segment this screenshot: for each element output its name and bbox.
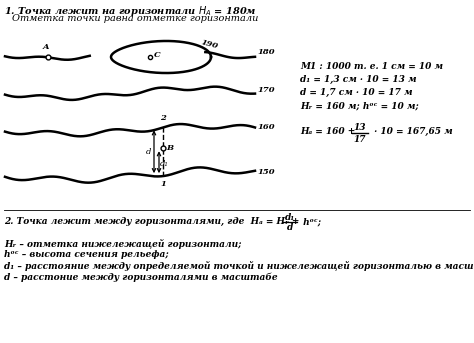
Text: A: A — [43, 43, 49, 51]
Text: М1 : 1000 т. е. 1 см = 10 м: М1 : 1000 т. е. 1 см = 10 м — [300, 62, 443, 71]
Text: B: B — [166, 144, 173, 152]
Text: Отметка точки равна отметке горизонтали: Отметка точки равна отметке горизонтали — [12, 14, 258, 23]
Text: 2: 2 — [160, 115, 166, 122]
Text: 190: 190 — [200, 38, 219, 50]
Text: d₁: d₁ — [160, 160, 169, 168]
Text: d: d — [287, 223, 293, 232]
Text: Hₐ = 160 +: Hₐ = 160 + — [300, 127, 358, 136]
Text: d – расстоние между горизонталями в масштабе: d – расстоние между горизонталями в масш… — [4, 272, 278, 282]
Text: Hᵣ = 160 м; hᵒᶜ = 10 м;: Hᵣ = 160 м; hᵒᶜ = 10 м; — [300, 101, 419, 110]
Text: d: d — [146, 148, 151, 156]
Text: d₁ – расстояние между определяемой точкой и нижележащей горизонталью в масштабе: d₁ – расстояние между определяемой точко… — [4, 261, 474, 271]
Text: · 10 = 167,65 м: · 10 = 167,65 м — [371, 127, 453, 136]
Text: C: C — [154, 51, 161, 59]
Text: d₁ = 1,3 см · 10 = 13 м: d₁ = 1,3 см · 10 = 13 м — [300, 75, 417, 84]
Text: 13: 13 — [354, 123, 366, 132]
Text: 2. Точка лежит между горизонталями, где  Hₐ = Hᵣ +: 2. Точка лежит между горизонталями, где … — [4, 217, 300, 226]
Text: Hᵣ – отметка нижележащей горизонтали;: Hᵣ – отметка нижележащей горизонтали; — [4, 239, 241, 249]
Text: hᵒᶜ;: hᵒᶜ; — [300, 217, 321, 226]
Text: d₁: d₁ — [285, 213, 295, 222]
Text: 180: 180 — [257, 48, 274, 56]
Text: 160: 160 — [257, 123, 274, 131]
Text: 150: 150 — [257, 168, 274, 176]
Text: hᵒᶜ – высота сечения рельефа;: hᵒᶜ – высота сечения рельефа; — [4, 250, 169, 259]
Text: d = 1,7 см · 10 = 17 м: d = 1,7 см · 10 = 17 м — [300, 88, 412, 97]
Text: 1: 1 — [160, 180, 166, 188]
Text: 1. Точка лежит на горизонтали $H_A$ = 180м: 1. Точка лежит на горизонтали $H_A$ = 18… — [4, 4, 256, 18]
Text: 170: 170 — [257, 86, 274, 94]
Text: 17: 17 — [354, 134, 366, 143]
